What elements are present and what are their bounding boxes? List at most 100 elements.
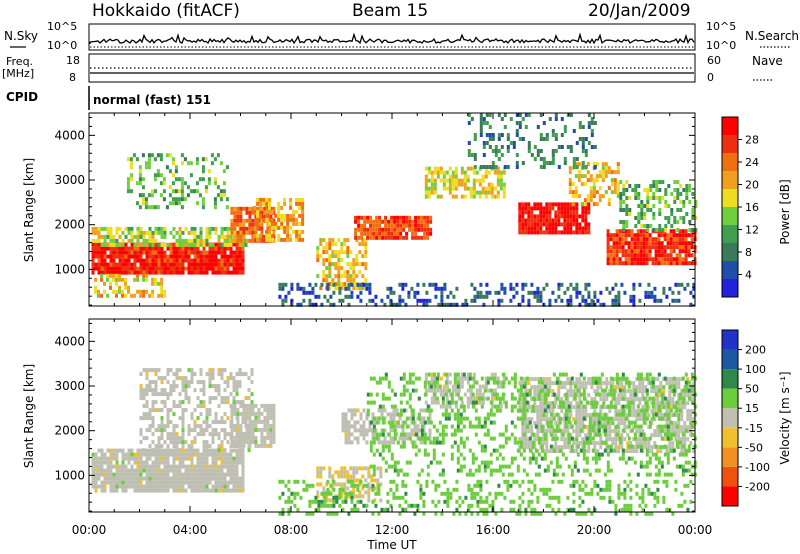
- power-cell: [139, 234, 143, 239]
- power-cell: [599, 290, 603, 295]
- power-cell: [253, 209, 257, 214]
- power-cell: [502, 170, 506, 175]
- power-cell: [299, 302, 303, 307]
- power-cell: [577, 178, 581, 183]
- power-cell: [515, 129, 519, 133]
- power-cell: [632, 282, 636, 287]
- velocity-cell: [266, 427, 270, 432]
- power-cell: [584, 222, 588, 227]
- velocity-cell: [217, 464, 221, 469]
- velocity-cell: [208, 476, 212, 481]
- velocity-cell: [241, 456, 245, 461]
- velocity-cell: [199, 404, 203, 409]
- power-cell: [100, 226, 104, 231]
- power-cell: [346, 278, 350, 283]
- power-cell: [157, 293, 161, 298]
- power-cell: [521, 206, 525, 211]
- power-cell: [616, 166, 620, 171]
- velocity-cell: [184, 392, 188, 397]
- velocity-cell: [617, 445, 621, 450]
- power-cell: [647, 282, 651, 287]
- power-cell: [587, 113, 591, 117]
- power-cell: [669, 233, 673, 238]
- velocity-cell: [220, 460, 224, 465]
- power-cell: [416, 298, 420, 303]
- velocity-cell: [181, 464, 185, 469]
- velocity-cell: [199, 464, 203, 469]
- power-cell: [584, 230, 588, 235]
- power-cell: [148, 226, 152, 231]
- velocity-cell: [269, 431, 273, 436]
- power-cell: [690, 261, 694, 266]
- power-cell: [311, 302, 315, 307]
- power-cell: [539, 210, 543, 215]
- power-cell: [634, 188, 638, 192]
- velocity-cell: [193, 468, 197, 473]
- velocity-cell: [659, 433, 663, 438]
- power-cell: [260, 210, 264, 215]
- power-cell: [606, 249, 610, 254]
- velocity-cell: [160, 448, 164, 453]
- velocity-cell: [133, 472, 137, 477]
- power-cell: [242, 226, 246, 231]
- velocity-cell: [428, 428, 432, 433]
- power-cell: [358, 250, 362, 255]
- power-cell: [154, 246, 158, 251]
- power-cell: [672, 257, 676, 262]
- power-cell: [393, 219, 397, 224]
- velocity-cell: [124, 468, 128, 473]
- power-cell: [605, 286, 609, 291]
- velocity-cell: [460, 384, 464, 389]
- power-cell: [676, 208, 680, 212]
- velocity-cell: [287, 507, 291, 512]
- power-cell: [682, 200, 686, 204]
- power-cell: [343, 242, 347, 247]
- power-cell: [399, 231, 403, 236]
- velocity-cell: [632, 405, 636, 410]
- power-cell: [655, 228, 659, 232]
- power-cell: [485, 113, 489, 117]
- velocity-cell: [362, 436, 366, 441]
- power-cell: [124, 246, 128, 251]
- power-cell: [467, 113, 471, 117]
- power-cell: [169, 246, 173, 251]
- velocity-cell: [478, 384, 482, 389]
- power-cell: [563, 129, 567, 133]
- velocity-cell: [232, 460, 236, 465]
- power-cell: [583, 174, 587, 179]
- velocity-cell: [481, 384, 485, 389]
- power-cell: [115, 277, 118, 282]
- power-cell: [214, 258, 218, 263]
- power-cell: [325, 250, 329, 255]
- velocity-cell: [223, 400, 227, 405]
- velocity-cell: [347, 424, 351, 429]
- velocity-cell: [160, 428, 164, 433]
- power-cell: [551, 129, 555, 133]
- power-cell: [248, 222, 252, 227]
- power-cell: [669, 237, 673, 242]
- velocity-cell: [181, 424, 185, 429]
- velocity-cell: [230, 435, 234, 440]
- power-cell: [425, 290, 429, 295]
- velocity-cell: [281, 491, 285, 496]
- power-cell: [151, 246, 155, 251]
- power-cell: [634, 192, 638, 196]
- velocity-cell: [148, 488, 152, 493]
- power-cell: [533, 157, 537, 161]
- power-cell: [352, 258, 356, 263]
- velocity-cell: [563, 437, 567, 442]
- velocity-cell: [190, 444, 194, 449]
- power-cell: [581, 230, 585, 235]
- velocity-cell: [166, 436, 170, 441]
- velocity-cell: [578, 377, 582, 382]
- power-cell: [548, 298, 552, 303]
- velocity-cell: [263, 423, 267, 428]
- power-cell: [584, 282, 588, 287]
- colorbar-segment: [722, 135, 738, 153]
- power-cell: [569, 214, 573, 219]
- velocity-cell: [223, 484, 227, 489]
- power-cell: [254, 230, 258, 235]
- velocity-cell: [287, 495, 291, 500]
- velocity-cell: [199, 472, 203, 477]
